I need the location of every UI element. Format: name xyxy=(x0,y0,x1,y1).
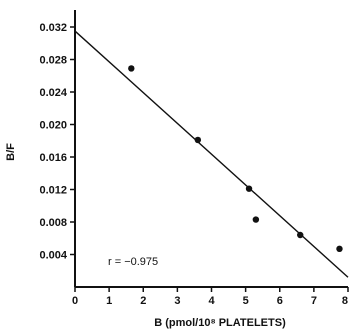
x-tick-label: 2 xyxy=(140,295,146,307)
x-tick-label: 3 xyxy=(174,295,180,307)
data-point xyxy=(245,185,253,192)
x-tick-label: 4 xyxy=(208,295,215,307)
plot-area: 0.004 0.008 0.012 0.016 0.020 0.024 0.028 0.032… xyxy=(5,10,349,329)
x-tick-label: 1 xyxy=(106,295,112,307)
x-tick-label: 5 xyxy=(243,295,249,307)
y-tick-label: 0.024 xyxy=(39,87,67,99)
y-tick-label: 0.020 xyxy=(39,120,67,132)
x-axis-ticks: 0 1 2 3 4 5 6 7 8 xyxy=(72,287,349,307)
x-tick-label: 7 xyxy=(311,295,317,307)
regression-line xyxy=(74,30,349,278)
y-tick-label: 0.004 xyxy=(39,250,67,262)
data-point xyxy=(128,65,135,72)
x-tick-label: 6 xyxy=(277,295,283,307)
y-tick-label: 0.032 xyxy=(39,22,67,34)
x-axis-title: B (pmol/10⁸ PLATELETS) xyxy=(154,317,286,329)
data-point xyxy=(194,136,202,144)
data-points xyxy=(128,65,343,253)
y-tick-label: 0.008 xyxy=(39,217,67,229)
y-axis-title: B/F xyxy=(5,143,17,161)
y-axis-ticks: 0.004 0.008 0.012 0.016 0.020 0.024 0.028 0.032 xyxy=(39,22,75,262)
y-tick-label: 0.028 xyxy=(39,55,67,67)
data-point xyxy=(336,245,343,253)
data-point xyxy=(297,231,304,239)
x-tick-label: 0 xyxy=(72,295,78,307)
y-tick-label: 0.012 xyxy=(39,185,67,197)
y-tick-label: 0.016 xyxy=(39,152,67,164)
correlation-annotation: r = −0.975 xyxy=(108,256,158,268)
x-tick-label: 8 xyxy=(342,295,348,307)
data-point xyxy=(252,216,260,223)
